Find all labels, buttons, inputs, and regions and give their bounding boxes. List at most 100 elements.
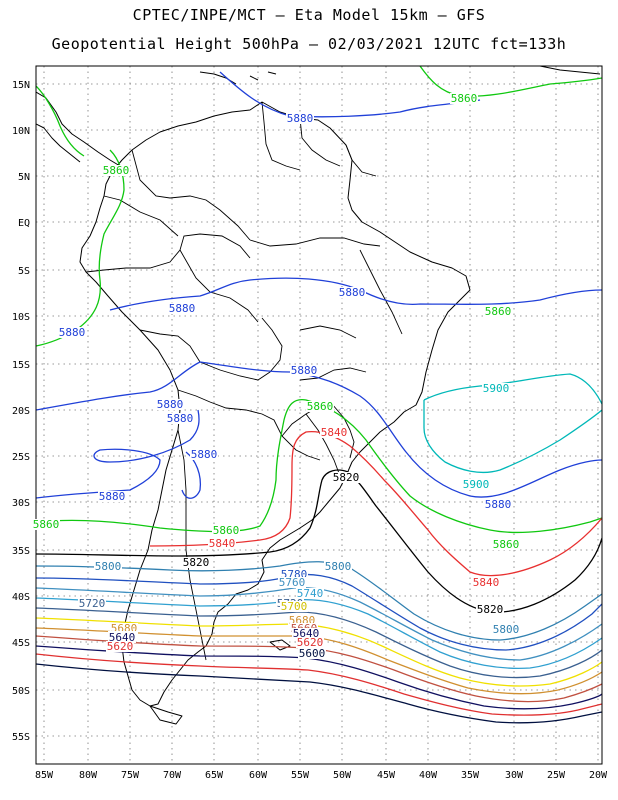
lat-tick-label: EQ xyxy=(18,218,30,229)
contour-label: 5860 xyxy=(451,92,478,105)
contour-label: 5820 xyxy=(333,471,360,484)
lon-tick-label: 70W xyxy=(163,770,182,781)
contour-label-bg xyxy=(102,165,130,176)
lon-tick-label: 25W xyxy=(547,770,566,781)
contour-label: 5860 xyxy=(213,524,240,537)
contour-label: 5880 xyxy=(59,326,86,339)
contour-label-bg xyxy=(320,427,348,438)
contour-label-bg xyxy=(280,601,308,612)
map-frame xyxy=(35,65,603,765)
contour-label-bg xyxy=(332,472,360,483)
contour-label: 5740 xyxy=(297,587,324,600)
contour-label-bg xyxy=(58,327,86,338)
lat-tick-label: 15S xyxy=(12,360,30,371)
contour-5880 xyxy=(36,361,602,498)
lat-tick-label: 15N xyxy=(12,80,30,91)
contour-label-bg xyxy=(208,538,236,549)
contour-label: 5880 xyxy=(167,412,194,425)
lat-tick-label: 5S xyxy=(18,266,30,277)
contour-5880 xyxy=(219,71,481,118)
contour-label-bg xyxy=(306,401,334,412)
contour-label-bg xyxy=(296,588,324,599)
contour-label-bg xyxy=(298,648,326,659)
contour-label: 5860 xyxy=(33,518,60,531)
lat-tick-label: 35S xyxy=(12,546,30,557)
contour-label: 5860 xyxy=(103,164,130,177)
lon-tick-label: 45W xyxy=(377,770,396,781)
contour-label-bg xyxy=(290,365,318,376)
contour-label-bg xyxy=(492,539,520,550)
contour-label: 5880 xyxy=(339,286,366,299)
contour-label-bg xyxy=(296,637,324,648)
lon-tick-label: 35W xyxy=(461,770,480,781)
contour-5780 xyxy=(36,573,602,651)
contour-label: 5860 xyxy=(307,400,334,413)
lon-tick-label: 60W xyxy=(249,770,268,781)
contour-label: 5800 xyxy=(95,560,122,573)
lat-tick-label: 55S xyxy=(12,732,30,743)
contour-label-bg xyxy=(288,615,316,626)
lat-tick-label: 10N xyxy=(12,126,30,137)
contour-label: 5760 xyxy=(279,576,306,589)
contour-label: 5620 xyxy=(107,640,134,653)
contour-5620 xyxy=(36,653,602,716)
lon-tick-label: 20W xyxy=(589,770,608,781)
contour-5700 xyxy=(36,617,602,687)
contour-label: 5720 xyxy=(79,597,106,610)
height-contours xyxy=(36,66,602,724)
contour-label: 5700 xyxy=(281,600,308,613)
contour-label-bg xyxy=(156,399,184,410)
map-title: CPTEC/INPE/MCT – Eta Model 15km – GFS xyxy=(132,6,486,24)
contour-label: 5880 xyxy=(287,112,314,125)
lat-tick-label: 30S xyxy=(12,498,30,509)
contour-5880 xyxy=(36,409,200,499)
contour-label: 5840 xyxy=(473,576,500,589)
contour-label: 5800 xyxy=(325,560,352,573)
lat-tick-label: 50S xyxy=(12,686,30,697)
contour-5860 xyxy=(36,85,85,157)
lon-tick-label: 75W xyxy=(121,770,140,781)
contour-label: 5800 xyxy=(493,623,520,636)
contour-5660 xyxy=(36,635,602,703)
contour-label: 5880 xyxy=(485,498,512,511)
lat-tick-label: 25S xyxy=(12,452,30,463)
contour-label: 5600 xyxy=(299,647,326,660)
contour-5640 xyxy=(36,645,602,710)
lon-tick-label: 40W xyxy=(419,770,438,781)
contour-label-bg xyxy=(94,561,122,572)
contour-label: 5820 xyxy=(183,556,210,569)
contour-label-bg xyxy=(280,569,308,580)
lon-tick-label: 55W xyxy=(291,770,310,781)
contour-label: 5820 xyxy=(477,603,504,616)
contour-5600 xyxy=(36,663,602,724)
contour-5900 xyxy=(423,373,602,474)
lon-tick-label: 85W xyxy=(35,770,54,781)
contour-5720 xyxy=(36,607,602,679)
contour-label: 5880 xyxy=(99,490,126,503)
contour-label: 5880 xyxy=(191,448,218,461)
graticule xyxy=(36,66,602,764)
contour-label: 5640 xyxy=(109,631,136,644)
contour-label-bg xyxy=(110,623,138,634)
contour-label: 5900 xyxy=(483,382,510,395)
contour-5860 xyxy=(36,398,602,534)
lon-tick-label: 50W xyxy=(333,770,352,781)
contour-label-bg xyxy=(32,519,60,530)
contour-label-bg xyxy=(484,306,512,317)
contour-label-bg xyxy=(492,624,520,635)
contour-label-bg xyxy=(168,303,196,314)
lat-tick-label: 10S xyxy=(12,312,30,323)
contour-5840 xyxy=(149,430,602,577)
contour-label-bg xyxy=(98,491,126,502)
contour-label-bg xyxy=(476,604,504,615)
contour-label: 5880 xyxy=(169,302,196,315)
contour-label-bg xyxy=(286,113,314,124)
contour-label-bg xyxy=(292,628,320,639)
contour-5860 xyxy=(36,149,125,347)
contour-label-bg xyxy=(278,577,306,588)
contour-label-bg xyxy=(190,449,218,460)
contour-5880 xyxy=(181,451,202,499)
contour-label-bg xyxy=(450,93,478,104)
lat-tick-label: 5N xyxy=(18,172,30,183)
